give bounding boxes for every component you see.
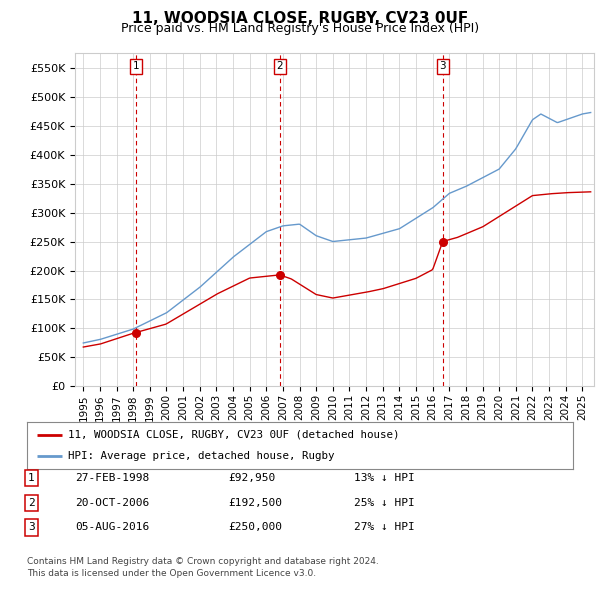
Text: £92,950: £92,950	[228, 473, 275, 483]
Text: 1: 1	[133, 61, 139, 71]
Text: 3: 3	[439, 61, 446, 71]
Text: 20-OCT-2006: 20-OCT-2006	[75, 498, 149, 507]
Text: 2: 2	[276, 61, 283, 71]
Text: £192,500: £192,500	[228, 498, 282, 507]
Text: 13% ↓ HPI: 13% ↓ HPI	[354, 473, 415, 483]
Text: 1: 1	[28, 473, 35, 483]
Text: 2: 2	[28, 498, 35, 507]
Text: 25% ↓ HPI: 25% ↓ HPI	[354, 498, 415, 507]
Text: 05-AUG-2016: 05-AUG-2016	[75, 523, 149, 532]
Text: 11, WOODSIA CLOSE, RUGBY, CV23 0UF (detached house): 11, WOODSIA CLOSE, RUGBY, CV23 0UF (deta…	[68, 430, 400, 440]
Text: Price paid vs. HM Land Registry's House Price Index (HPI): Price paid vs. HM Land Registry's House …	[121, 22, 479, 35]
Text: HPI: Average price, detached house, Rugby: HPI: Average price, detached house, Rugb…	[68, 451, 334, 461]
Text: £250,000: £250,000	[228, 523, 282, 532]
Text: Contains HM Land Registry data © Crown copyright and database right 2024.: Contains HM Land Registry data © Crown c…	[27, 558, 379, 566]
Text: 11, WOODSIA CLOSE, RUGBY, CV23 0UF: 11, WOODSIA CLOSE, RUGBY, CV23 0UF	[132, 11, 468, 25]
Text: 27-FEB-1998: 27-FEB-1998	[75, 473, 149, 483]
Text: This data is licensed under the Open Government Licence v3.0.: This data is licensed under the Open Gov…	[27, 569, 316, 578]
Text: 3: 3	[28, 523, 35, 532]
Text: 27% ↓ HPI: 27% ↓ HPI	[354, 523, 415, 532]
